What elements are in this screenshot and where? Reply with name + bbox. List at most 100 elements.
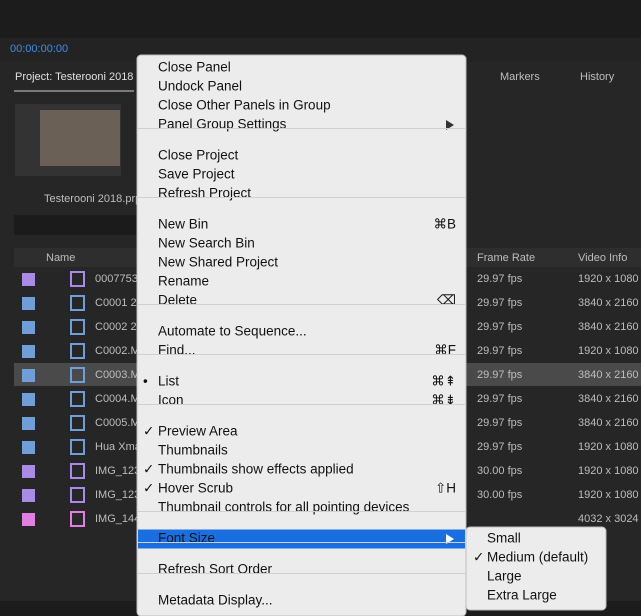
menu-check: ✓ (143, 462, 154, 477)
label-swatch (22, 321, 35, 334)
thumbnail (40, 110, 120, 166)
clip-icon (70, 463, 85, 479)
menu-item[interactable]: Find... (158, 343, 196, 358)
clip-name: C0005.M (95, 417, 140, 429)
column-name[interactable]: Name (46, 252, 75, 264)
menu-shortcut: ⌘F (434, 343, 456, 358)
menu-item[interactable]: Extra Large (487, 588, 557, 603)
video-info: 3840 x 2160 ( (578, 321, 641, 333)
frame-rate: 29.97 fps (477, 393, 523, 405)
label-swatch (22, 417, 35, 430)
clip-icon (70, 487, 85, 503)
tab[interactable]: Markers (500, 71, 540, 83)
label-swatch (22, 489, 35, 502)
menu-item[interactable]: Icon (158, 393, 184, 408)
menu-item[interactable]: Medium (default) (487, 550, 588, 565)
menu-item[interactable]: Panel Group Settings (158, 117, 287, 132)
video-info: 1920 x 1080 ( (578, 273, 641, 285)
frame-rate: 29.97 fps (477, 417, 523, 429)
clip-name: IMG_123 (95, 465, 140, 477)
menu-item[interactable]: Automate to Sequence... (158, 324, 307, 339)
video-info: 3840 x 2160 ( (578, 417, 641, 429)
video-info: 1920 x 1080 ( (578, 465, 641, 477)
menu-item[interactable]: Delete (158, 293, 197, 308)
bin-name: Testerooni 2018.prp (44, 193, 141, 205)
frame-rate: 30.00 fps (477, 489, 523, 501)
label-swatch (22, 273, 35, 286)
label-swatch (22, 465, 35, 478)
top-panel (0, 0, 641, 38)
submenu (465, 526, 607, 611)
clip-name: C0003.M (95, 369, 140, 381)
clip-icon (70, 295, 85, 311)
clip-name: C0002.M (95, 345, 140, 357)
menu-shortcut: ⌘B (433, 217, 456, 232)
video-info: 1920 x 1080 ( (578, 345, 641, 357)
menu-shortcut: ⌘⇟ (431, 393, 456, 408)
menu-check: ✓ (143, 481, 154, 496)
frame-rate: 29.97 fps (477, 345, 523, 357)
menu-item[interactable]: Close Project (158, 148, 239, 163)
clip-icon (70, 367, 85, 383)
clip-name: C0004.M (95, 393, 140, 405)
submenu-arrow (446, 120, 454, 130)
menu-item[interactable]: Small (487, 531, 521, 546)
menu-highlight (138, 529, 465, 549)
menu-item[interactable]: New Search Bin (158, 236, 255, 251)
menu-shortcut: ⌫ (437, 293, 456, 308)
search-field[interactable] (14, 215, 144, 235)
panel-title[interactable]: Project: Testerooni 2018 (15, 71, 133, 83)
menu-item[interactable]: Thumbnails (158, 443, 228, 458)
frame-rate: 30.00 fps (477, 465, 523, 477)
menu-item[interactable]: Thumbnails show effects applied (158, 462, 354, 477)
menu-item: Refresh Project (158, 186, 251, 201)
label-swatch (22, 513, 35, 526)
video-info: 3840 x 2160 ( (578, 369, 641, 381)
menu-item[interactable]: Close Panel (158, 60, 231, 75)
clip-name: C0001 2. (95, 297, 140, 309)
menu-item[interactable]: New Bin (158, 217, 208, 232)
submenu-arrow (446, 534, 454, 544)
video-info: 1920 x 1080 ( (578, 441, 641, 453)
label-swatch (22, 345, 35, 358)
menu-item[interactable]: Close Other Panels in Group (158, 98, 331, 113)
menu-item[interactable]: Font Size (158, 531, 215, 546)
label-swatch (22, 369, 35, 382)
menu-item[interactable]: Hover Scrub (158, 481, 233, 496)
label-swatch (22, 441, 35, 454)
column-name[interactable]: Video Info (578, 252, 627, 264)
menu-item[interactable]: Thumbnail controls for all pointing devi… (158, 500, 410, 515)
menu-item[interactable]: Large (487, 569, 522, 584)
video-info: 1920 x 1080 ( (578, 489, 641, 501)
video-info: 4032 x 3024 ( (578, 513, 641, 525)
frame-rate: 29.97 fps (477, 273, 523, 285)
menu-item[interactable]: New Shared Project (158, 255, 278, 270)
menu-shortcut: ⌘⇞ (431, 374, 456, 389)
menu-check: ✓ (143, 424, 154, 439)
clip-name: IMG_123 (95, 489, 140, 501)
clip-icon (70, 439, 85, 455)
menu-check: ✓ (473, 550, 484, 565)
menu-item[interactable]: List (158, 374, 179, 389)
video-info: 3840 x 2160 ( (578, 297, 641, 309)
frame-rate: 29.97 fps (477, 321, 523, 333)
video-info: 3840 x 2160 ( (578, 393, 641, 405)
menu-item[interactable]: Metadata Display... (158, 593, 273, 608)
menu-check: • (143, 374, 148, 389)
label-swatch (22, 393, 35, 406)
column-name[interactable]: Frame Rate (477, 252, 535, 264)
tab[interactable]: History (580, 71, 615, 83)
menu-shortcut: ⇧H (435, 481, 456, 496)
label-swatch (22, 297, 35, 310)
clip-name: C0002 2. (95, 321, 140, 333)
menu-item[interactable]: Rename (158, 274, 209, 289)
clip-icon (70, 343, 85, 359)
frame-rate: 29.97 fps (477, 369, 523, 381)
menu-item[interactable]: Refresh Sort Order (158, 562, 273, 577)
menu-item[interactable]: Undock Panel (158, 79, 242, 94)
clip-icon (70, 511, 85, 527)
menu-item[interactable]: Preview Area (158, 424, 238, 439)
clip-icon (70, 319, 85, 335)
menu-item[interactable]: Save Project (158, 167, 235, 182)
